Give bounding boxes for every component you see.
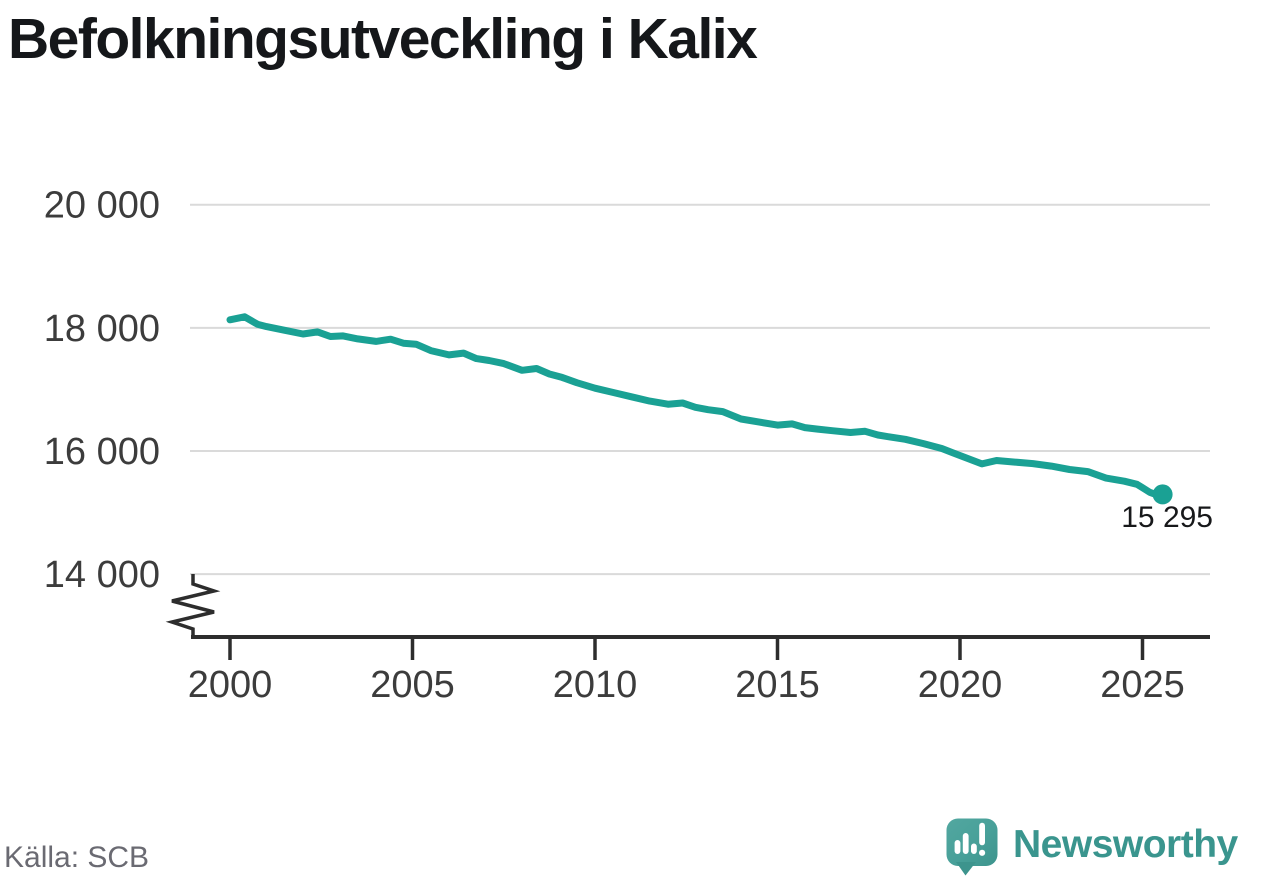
y-tick-label: 20 000 bbox=[44, 185, 160, 227]
x-ticks bbox=[228, 639, 1145, 660]
data-series bbox=[226, 313, 1173, 505]
x-tick-label: 2005 bbox=[370, 664, 455, 706]
latest-value-dot bbox=[1152, 484, 1173, 505]
y-tick-label: 16 000 bbox=[44, 431, 160, 473]
y-axis-break-icon bbox=[165, 574, 221, 637]
x-tick-label: 2025 bbox=[1100, 664, 1185, 706]
speech-bubble-tail bbox=[956, 862, 976, 876]
newsworthy-icon bbox=[946, 818, 998, 876]
tick-labels: 20 000 18 000 16 000 14 000 2000 2005 2010 2015… bbox=[44, 185, 1185, 706]
x-axis bbox=[165, 574, 1210, 639]
latest-value-label: 15 295 bbox=[1121, 501, 1213, 534]
x-tick-label: 2000 bbox=[188, 664, 273, 706]
newsworthy-wordmark: Newsworthy bbox=[1013, 823, 1238, 866]
bar-chart-glyph bbox=[954, 822, 986, 856]
y-tick-label: 14 000 bbox=[44, 554, 160, 596]
chart-title: Befolkningsutveckling i Kalix bbox=[8, 7, 758, 71]
source-label: Källa: SCB bbox=[4, 841, 150, 874]
newsworthy-logo: Newsworthy bbox=[946, 818, 1238, 876]
gridlines bbox=[190, 203, 1210, 576]
x-tick-label: 2015 bbox=[735, 664, 820, 706]
y-tick-label: 18 000 bbox=[44, 308, 160, 350]
x-tick-label: 2010 bbox=[553, 664, 638, 706]
population-line bbox=[226, 313, 1167, 499]
x-tick-label: 2020 bbox=[918, 664, 1003, 706]
speech-bubble-shape bbox=[946, 818, 998, 866]
